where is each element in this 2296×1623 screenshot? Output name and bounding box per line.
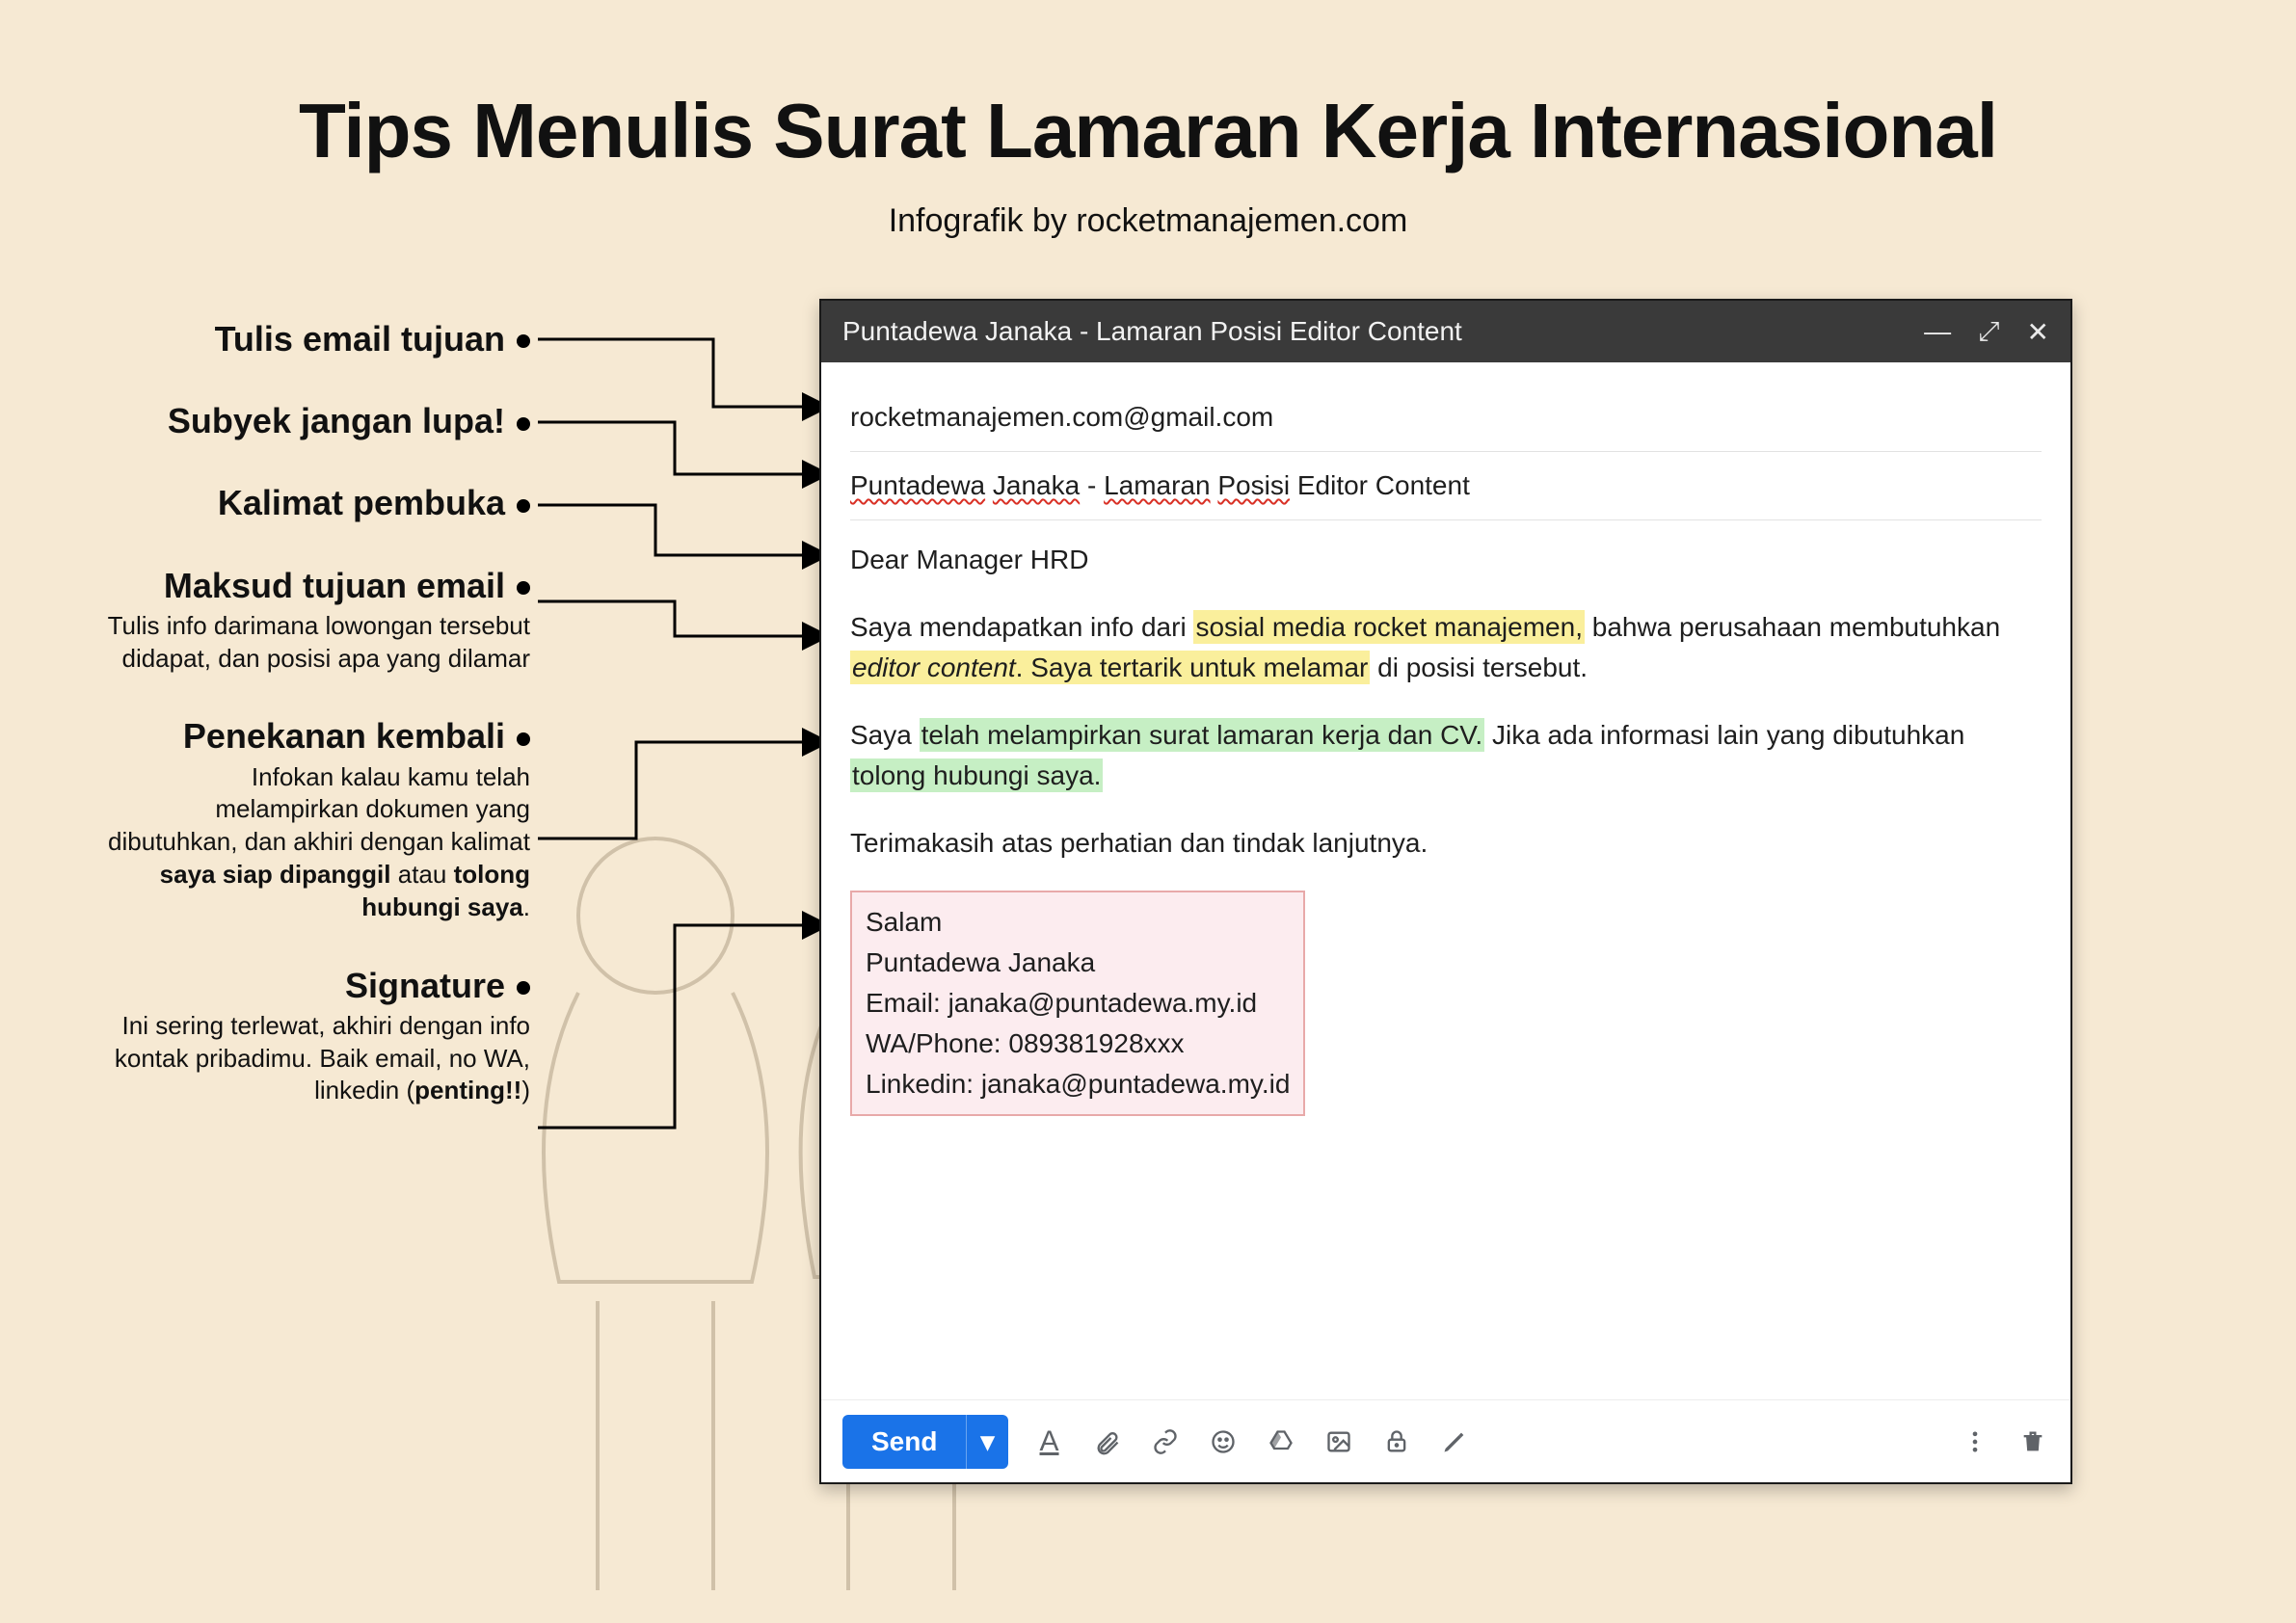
- highlight-source: sosial media rocket manajemen,: [1193, 610, 1585, 644]
- to-field[interactable]: rocketmanajemen.com@gmail.com: [850, 384, 2042, 452]
- tip-5-heading: Penekanan kembali: [183, 716, 505, 756]
- tips-column: Tulis email tujuan Subyek jangan lupa! K…: [106, 318, 530, 1148]
- signature-line: Puntadewa Janaka: [866, 943, 1290, 983]
- highlight-position: editor content. Saya tertarik untuk mela…: [850, 651, 1370, 684]
- subject-field[interactable]: Puntadewa Janaka - Lamaran Posisi Editor…: [850, 452, 2042, 520]
- compose-window: Puntadewa Janaka - Lamaran Posisi Editor…: [819, 299, 2072, 1484]
- tip-5-desc: Infokan kalau kamu telah melampirkan dok…: [106, 761, 530, 924]
- tip-6-desc: Ini sering terlewat, akhiri dengan info …: [106, 1010, 530, 1107]
- send-button-main[interactable]: Send: [842, 1415, 966, 1469]
- page-subtitle: Infografik by rocketmanajemen.com: [0, 202, 2296, 240]
- tip-3-dot: [517, 499, 530, 513]
- close-icon[interactable]: ✕: [2027, 316, 2049, 348]
- emoji-icon[interactable]: [1207, 1425, 1240, 1458]
- paragraph-1: Saya mendapatkan info dari sosial media …: [850, 607, 2042, 688]
- compose-header: Puntadewa Janaka - Lamaran Posisi Editor…: [821, 301, 2070, 362]
- paragraph-2: Saya telah melampirkan surat lamaran ker…: [850, 715, 2042, 796]
- signature-box: Salam Puntadewa Janaka Email: janaka@pun…: [850, 891, 1305, 1116]
- signature-line: Salam: [866, 902, 1290, 943]
- tip-2-heading: Subyek jangan lupa!: [168, 401, 505, 440]
- tip-5-dot: [517, 732, 530, 746]
- tip-3: Kalimat pembuka: [106, 482, 530, 523]
- compose-header-title: Puntadewa Janaka - Lamaran Posisi Editor…: [842, 316, 1924, 347]
- image-icon[interactable]: [1322, 1425, 1355, 1458]
- send-button[interactable]: Send ▾: [842, 1415, 1008, 1469]
- tip-5: Penekanan kembali Infokan kalau kamu tel…: [106, 715, 530, 923]
- tip-1-heading: Tulis email tujuan: [215, 319, 505, 359]
- tip-6: Signature Ini sering terlewat, akhiri de…: [106, 965, 530, 1108]
- signature-line: WA/Phone: 089381928xxx: [866, 1024, 1290, 1064]
- tip-2-dot: [517, 417, 530, 431]
- tip-3-heading: Kalimat pembuka: [218, 483, 505, 522]
- tip-4-heading: Maksud tujuan email: [164, 566, 505, 605]
- more-vert-icon[interactable]: [1959, 1425, 1991, 1458]
- tip-1-dot: [517, 334, 530, 348]
- tip-1: Tulis email tujuan: [106, 318, 530, 359]
- format-text-icon[interactable]: A: [1033, 1425, 1066, 1458]
- signature-line: Linkedin: janaka@puntadewa.my.id: [866, 1064, 1290, 1104]
- confidential-icon[interactable]: [1380, 1425, 1413, 1458]
- greeting-line: Dear Manager HRD: [850, 540, 2042, 580]
- drive-icon[interactable]: [1265, 1425, 1297, 1458]
- page-title: Tips Menulis Surat Lamaran Kerja Interna…: [0, 87, 2296, 175]
- signature-line: Email: janaka@puntadewa.my.id: [866, 983, 1290, 1024]
- compose-body: rocketmanajemen.com@gmail.com Puntadewa …: [821, 362, 2070, 1399]
- compose-footer: Send ▾ A: [821, 1399, 2070, 1482]
- tip-6-dot: [517, 981, 530, 995]
- tip-4: Maksud tujuan email Tulis info darimana …: [106, 565, 530, 676]
- minimize-icon[interactable]: —: [1924, 316, 1951, 348]
- expand-icon[interactable]: ⤢: [1978, 316, 1999, 348]
- highlight-attachments: telah melampirkan surat lamaran kerja da…: [920, 718, 1485, 752]
- tip-6-heading: Signature: [345, 966, 505, 1005]
- tip-4-dot: [517, 581, 530, 595]
- highlight-contact-me: tolong hubungi saya.: [850, 758, 1103, 792]
- attachment-icon[interactable]: [1091, 1425, 1124, 1458]
- trash-icon[interactable]: [2016, 1425, 2049, 1458]
- tip-2: Subyek jangan lupa!: [106, 400, 530, 441]
- link-icon[interactable]: [1149, 1425, 1182, 1458]
- tip-4-desc: Tulis info darimana lowongan tersebut di…: [106, 610, 530, 676]
- pen-icon[interactable]: [1438, 1425, 1471, 1458]
- message-body[interactable]: Dear Manager HRD Saya mendapatkan info d…: [850, 520, 2042, 1116]
- paragraph-3: Terimakasih atas perhatian dan tindak la…: [850, 823, 2042, 864]
- send-button-more[interactable]: ▾: [966, 1415, 1007, 1469]
